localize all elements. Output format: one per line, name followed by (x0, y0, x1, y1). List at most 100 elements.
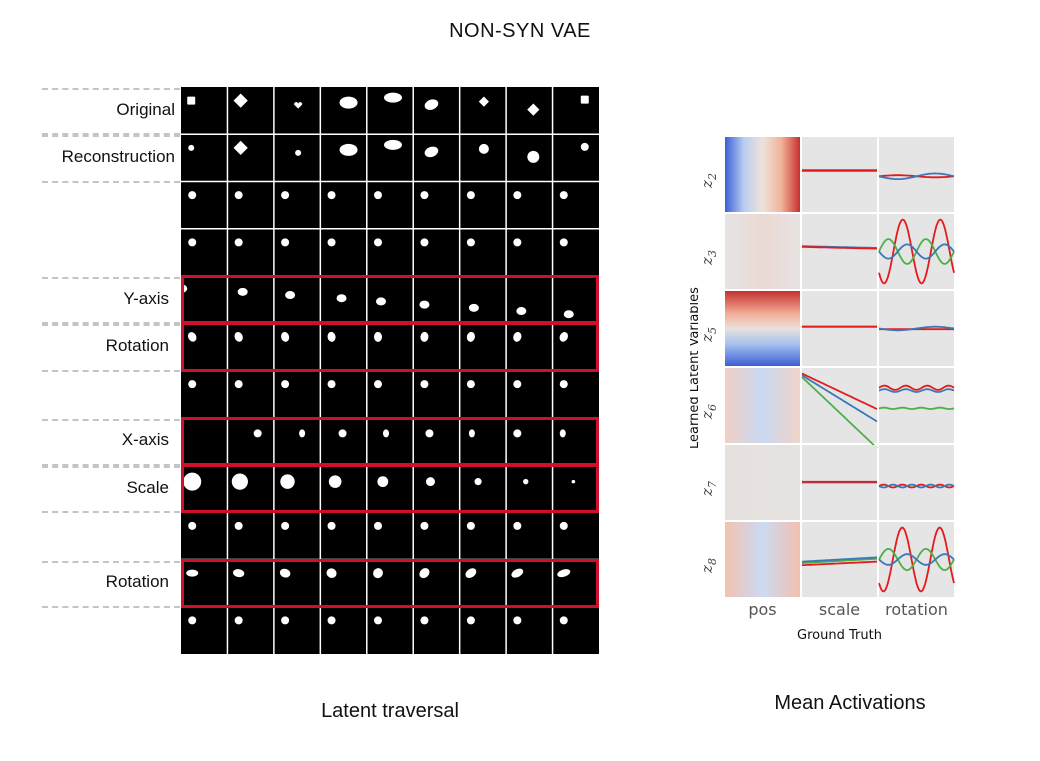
traversal-sprite (188, 380, 197, 389)
traversal-sprite (281, 238, 290, 247)
column-tick-label: scale (819, 600, 860, 619)
traversal-sprite (478, 143, 489, 154)
traversal-sprite (559, 616, 568, 625)
traversal-sprite (374, 238, 382, 247)
traversal-sprite (327, 238, 336, 247)
traversal-sprite (424, 146, 439, 158)
row-divider-dash (42, 88, 180, 90)
traversal-sprite (478, 96, 489, 107)
activation-panel (725, 137, 800, 212)
activation-line (878, 172, 955, 180)
column-tick-label: pos (748, 600, 776, 619)
traversal-sprite (281, 331, 290, 342)
traversal-sprite (188, 191, 197, 200)
activation-panel (879, 445, 954, 520)
activation-line (802, 246, 878, 250)
traversal-sprite (419, 300, 430, 309)
latent-label: z8 (698, 558, 719, 574)
traversal-sprite (234, 616, 243, 625)
row-label: X-axis (121, 430, 169, 450)
activation-line (878, 553, 955, 566)
activation-panel (725, 291, 800, 366)
latent-label: z7 (698, 481, 719, 497)
traversal-sprite (295, 149, 302, 156)
traversal-sprite (327, 521, 336, 530)
highlight-box (181, 464, 599, 514)
traversal-sprite (420, 191, 429, 200)
latent-label-sub: 5 (706, 327, 719, 334)
traversal-sprite (420, 238, 429, 247)
activation-line (801, 376, 878, 449)
traversal-sprite (474, 478, 482, 486)
row-label: Rotation (105, 335, 169, 355)
traversal-sprite (188, 144, 195, 151)
traversal-sprite (420, 616, 429, 625)
traversal-sprite (513, 521, 522, 530)
traversal-image-grid (177, 87, 599, 654)
traversal-sprite (339, 143, 358, 156)
activation-panel (879, 368, 954, 443)
row-label: Original (116, 99, 175, 119)
traversal-sprite (513, 238, 522, 247)
activation-line (878, 325, 955, 332)
row-divider-dash (42, 511, 180, 514)
traversal-sprite (376, 297, 386, 306)
traversal-sprite (234, 191, 243, 200)
x-axis-title: Ground Truth (797, 628, 882, 643)
traversal-sprite (188, 238, 197, 247)
traversal-sprite (419, 568, 430, 579)
traversal-sprite (233, 93, 248, 108)
traversal-sprite (233, 140, 248, 156)
traversal-sprite (327, 380, 336, 389)
traversal-sprite (338, 429, 347, 438)
activation-line (801, 557, 878, 564)
traversal-sprite (374, 616, 382, 625)
traversal-sprite (339, 96, 358, 109)
traversal-sprite (299, 429, 306, 438)
activation-line (878, 388, 955, 393)
latent-label-sub: 6 (706, 404, 719, 411)
traversal-sprite (281, 521, 290, 530)
row-label: Y-axis (123, 288, 169, 308)
traversal-sprite (420, 521, 429, 530)
highlight-box (181, 275, 599, 325)
traversal-sprite (424, 99, 439, 110)
traversal-sprite (563, 310, 574, 319)
traversal-sprite (516, 307, 527, 316)
traversal-sprite (234, 521, 243, 530)
latent-label-sub: 3 (706, 250, 719, 257)
traversal-sprite (384, 92, 402, 103)
traversal-sprite (559, 332, 568, 342)
traversal-sprite (186, 569, 199, 577)
traversal-sprite (279, 568, 291, 578)
activation-panel (802, 214, 877, 289)
traversal-sprite (188, 616, 197, 625)
highlight-box (181, 322, 599, 372)
traversal-sprite (513, 331, 522, 342)
y-axis-title: Learned Latent Variables (690, 287, 702, 449)
latent-label: z2 (698, 173, 719, 189)
activation-line (878, 218, 955, 285)
traversal-sprite (374, 380, 382, 389)
activation-line (801, 560, 878, 567)
traversal-sprite (523, 478, 529, 485)
traversal-sprite (580, 142, 589, 151)
traversal-sprite (559, 191, 568, 200)
traversal-sprite (373, 331, 383, 342)
traversal-sprite (188, 521, 197, 530)
traversal-sprite (559, 380, 568, 389)
activation-panel (802, 137, 877, 212)
traversal-sprite (285, 291, 296, 300)
traversal-sprite (187, 96, 196, 105)
traversal-sprite (513, 191, 522, 200)
traversal-sprite (234, 332, 243, 342)
traversal-sprite (374, 191, 382, 200)
activation-panel (725, 522, 800, 597)
traversal-sprite (294, 102, 303, 109)
row-divider-dash (42, 418, 180, 421)
traversal-sprite (513, 380, 522, 389)
row-divider-dash (42, 180, 180, 183)
traversal-sprite (328, 475, 342, 488)
traversal-sprite (234, 238, 243, 247)
traversal-sprite (373, 568, 383, 579)
